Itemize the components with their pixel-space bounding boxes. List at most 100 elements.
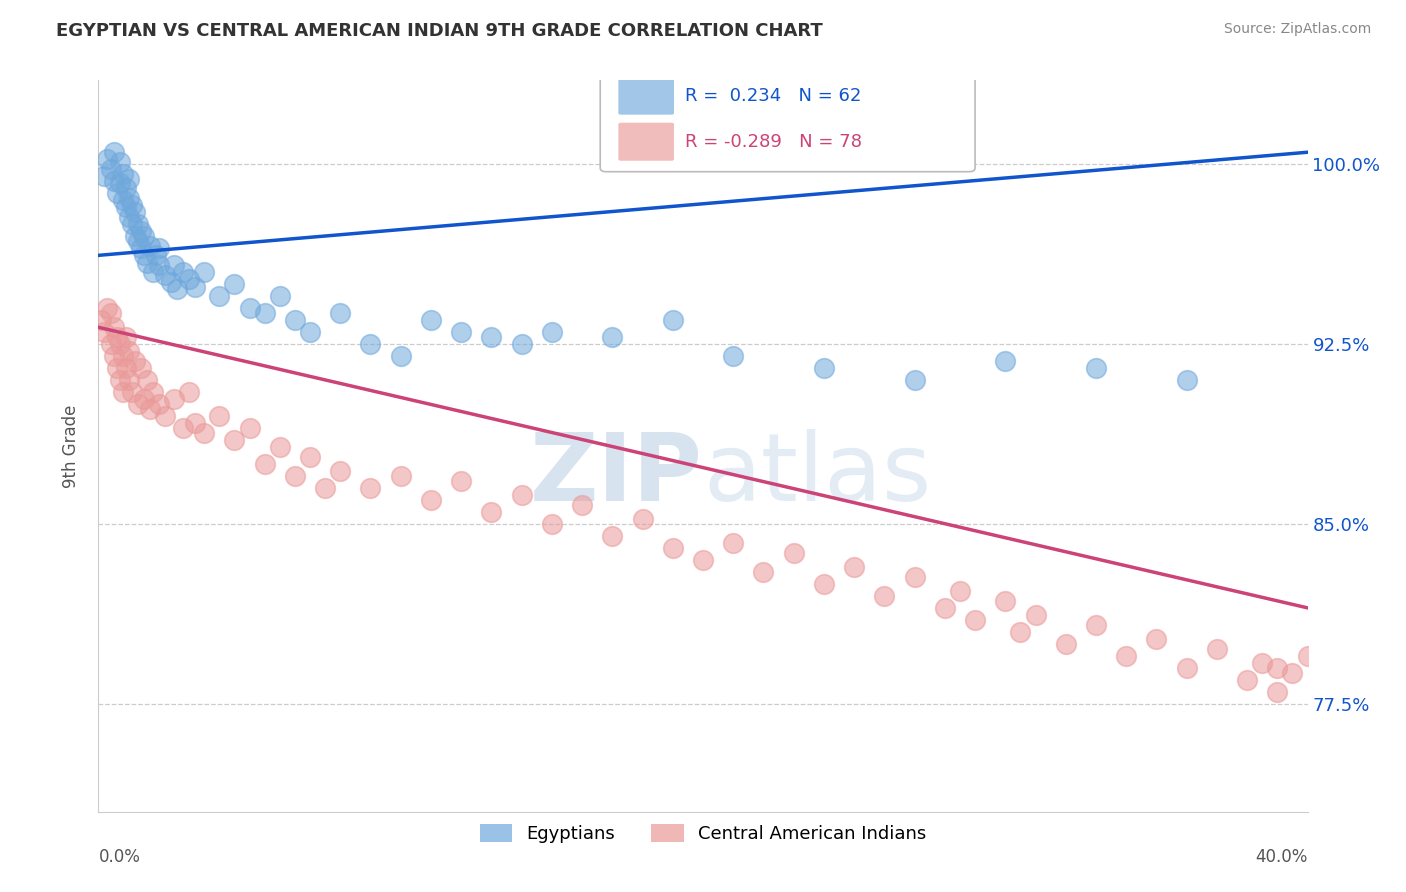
- Point: [269, 440, 291, 454]
- Point: [450, 474, 472, 488]
- Point: [124, 229, 146, 244]
- Point: [813, 577, 835, 591]
- Point: [135, 255, 157, 269]
- FancyBboxPatch shape: [600, 62, 976, 171]
- Point: [108, 177, 131, 191]
- Point: [111, 167, 134, 181]
- Point: [224, 433, 246, 447]
- Point: [420, 492, 443, 507]
- Point: [93, 325, 115, 339]
- Point: [118, 191, 141, 205]
- Point: [129, 361, 152, 376]
- Point: [360, 337, 382, 351]
- Point: [114, 200, 136, 214]
- Point: [1267, 661, 1289, 675]
- Point: [111, 349, 134, 363]
- Point: [121, 198, 143, 212]
- Point: [208, 289, 231, 303]
- Point: [124, 354, 146, 368]
- Point: [723, 349, 745, 363]
- Point: [179, 272, 201, 286]
- Point: [1175, 661, 1198, 675]
- Point: [1267, 685, 1289, 699]
- Point: [994, 354, 1017, 368]
- Point: [481, 505, 503, 519]
- Point: [111, 385, 134, 400]
- Point: [284, 469, 307, 483]
- Point: [100, 306, 122, 320]
- Point: [329, 306, 352, 320]
- Point: [949, 584, 972, 599]
- Point: [179, 385, 201, 400]
- Point: [481, 330, 503, 344]
- Text: atlas: atlas: [703, 429, 931, 521]
- Point: [752, 565, 775, 579]
- Point: [1206, 641, 1229, 656]
- Point: [1115, 648, 1137, 663]
- Point: [163, 258, 186, 272]
- Point: [253, 457, 276, 471]
- Point: [100, 337, 122, 351]
- Point: [1296, 648, 1319, 663]
- Point: [132, 229, 155, 244]
- Point: [783, 546, 806, 560]
- Point: [108, 373, 131, 387]
- Text: 0.0%: 0.0%: [98, 847, 141, 866]
- Point: [208, 409, 231, 423]
- Point: [239, 301, 262, 315]
- Point: [1146, 632, 1168, 646]
- Point: [193, 425, 215, 440]
- Point: [269, 289, 291, 303]
- Point: [127, 217, 149, 231]
- Point: [114, 330, 136, 344]
- Point: [96, 301, 118, 315]
- Point: [1085, 361, 1108, 376]
- Point: [142, 265, 165, 279]
- Point: [965, 613, 987, 627]
- Point: [994, 593, 1017, 607]
- Point: [135, 373, 157, 387]
- Point: [299, 325, 322, 339]
- Point: [103, 320, 125, 334]
- Point: [904, 570, 927, 584]
- Point: [172, 265, 194, 279]
- Point: [904, 373, 927, 387]
- Point: [93, 169, 115, 184]
- Point: [114, 181, 136, 195]
- Point: [1175, 373, 1198, 387]
- Point: [329, 464, 352, 478]
- Point: [139, 239, 162, 253]
- Point: [631, 512, 654, 526]
- Point: [100, 161, 122, 176]
- Point: [103, 174, 125, 188]
- Point: [661, 541, 683, 555]
- Point: [873, 589, 896, 603]
- Point: [934, 600, 956, 615]
- Point: [299, 450, 322, 464]
- Point: [153, 268, 176, 282]
- Point: [692, 553, 714, 567]
- Point: [510, 337, 533, 351]
- Point: [108, 337, 131, 351]
- Text: R = -0.289   N = 78: R = -0.289 N = 78: [685, 133, 862, 151]
- Point: [118, 171, 141, 186]
- Point: [510, 488, 533, 502]
- Text: Source: ZipAtlas.com: Source: ZipAtlas.com: [1223, 22, 1371, 37]
- Point: [121, 217, 143, 231]
- Point: [108, 154, 131, 169]
- Point: [145, 248, 167, 262]
- Point: [139, 401, 162, 416]
- Point: [90, 313, 112, 327]
- Point: [184, 416, 207, 430]
- Point: [103, 145, 125, 160]
- Point: [124, 205, 146, 219]
- Point: [540, 516, 562, 531]
- Point: [160, 275, 183, 289]
- Point: [450, 325, 472, 339]
- Point: [127, 397, 149, 411]
- Point: [118, 344, 141, 359]
- Point: [239, 421, 262, 435]
- Point: [540, 325, 562, 339]
- Point: [132, 248, 155, 262]
- Point: [96, 153, 118, 167]
